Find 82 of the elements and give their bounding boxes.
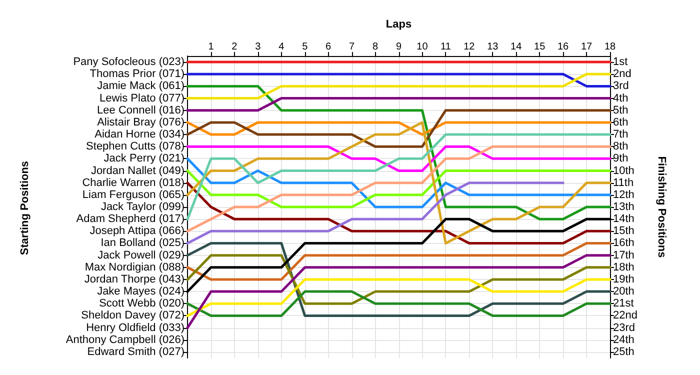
category-label: Alistair Bray (076) [97,116,184,128]
category-label: Henry Oldfield (033) [86,322,184,334]
line-series [186,157,612,208]
line-series [186,278,612,317]
x-tick-label: 15 [534,42,546,52]
text: Starting Positions [19,160,31,256]
category-label: Aidan Horne (034) [94,128,184,141]
y2-tick-label: 9th [613,152,628,165]
x-tick-label: 2 [232,42,238,52]
line-series [186,121,612,244]
y2-tick-label: 3rd [613,80,629,92]
line-series [186,254,612,305]
x-tick-label: 8 [372,42,378,52]
category-label: Jack Powell (029) [98,249,184,262]
y2-tick-label: 7th [613,128,628,141]
y2-tick-label: 10th [613,164,634,177]
category-label: Jordan Thorpe (043) [84,273,184,286]
x-axis-title: Laps [386,18,412,30]
category-label: Anthony Campbell (026) [66,334,184,346]
y2-tick-label: 25th [613,346,634,358]
x-tick-label: 7 [349,42,356,52]
category-label: Jack Taylor (099) [100,201,184,213]
y2-tick-label: 23rd [613,322,636,334]
y2-tick-label: 14th [613,213,634,226]
line-series [186,254,612,330]
category-label: Thomas Prior (071) [90,68,184,80]
y2-tick-label: 16th [613,237,634,250]
category-label: Joseph Attipa (066) [90,225,184,238]
category-label: Lee Connell (016) [97,104,184,116]
y2-tick-label: 22nd [613,310,638,322]
category-label: Sheldon Davey (072) [81,310,184,322]
category-label: Edward Smith (027) [87,346,184,358]
category-label: Jordan Nallet (049) [90,164,184,177]
category-label: Charlie Warren (018) [82,176,184,189]
category-label: Ian Bolland (025) [100,237,184,250]
category-label: Lewis Plato (077) [100,92,184,104]
category-label: Scott Webb (020) [99,298,184,310]
line-series [186,242,612,281]
line-series [186,109,612,148]
category-label: Jack Perry (021) [104,152,184,165]
y2-tick-label: 20th [613,286,634,298]
category-label: Max Nordigian (088) [84,261,184,274]
y2-tick-label: 11th [613,176,634,189]
y2-tick-label: 17th [613,249,634,262]
x-tick-label: 9 [396,42,402,52]
category-label: Jamie Mack (061) [97,80,184,92]
x-tick-label: 4 [278,42,285,52]
x-tick-label: 16 [557,42,570,52]
x-tick-label: 5 [302,42,308,52]
line-series [186,133,612,220]
y2-tick-label: 18th [613,261,634,274]
y2-tick-label: 6th [613,116,628,128]
x-tick-label: 17 [580,42,593,52]
y2-tick-label: 12th [613,188,634,201]
y2-tick-label: 24th [613,334,634,346]
category-label: Jake Mayes (024) [97,286,184,298]
line-series [186,84,612,220]
x-tick-label: 13 [487,42,499,52]
category-label: Adam Shepherd (017) [76,213,184,226]
y2-tick-label: 19th [613,273,634,286]
y2-tick-label: 1st [613,56,628,68]
line-series [186,145,612,232]
category-label: Pany Sofocleous (023) [73,56,184,68]
x-tick-label: 12 [464,42,476,52]
x-tick-label: 1 [208,42,214,52]
y2-tick-label: 15th [613,225,634,238]
y2-axis-title: Finishing Positions [656,156,668,258]
x-tick-label: 3 [255,42,262,52]
x-tick-label: 6 [326,42,332,52]
x-tick-label: 18 [604,42,616,52]
y2-tick-label: 4th [613,92,628,104]
x-tick-label: 10 [416,42,428,52]
y2-tick-label: 2nd [613,68,632,80]
y2-tick-label: 5th [613,104,628,116]
y2-tick-label: 21st [613,298,634,310]
x-tick-label: 14 [510,42,522,52]
y2-tick-label: 8th [613,140,628,153]
category-label: Liam Ferguson (065) [82,188,184,201]
x-tick-label: 11 [440,42,452,52]
line-series [186,242,612,317]
y2-tick-label: 13th [613,201,634,213]
category-label: Stephen Cutts (078) [86,140,184,153]
